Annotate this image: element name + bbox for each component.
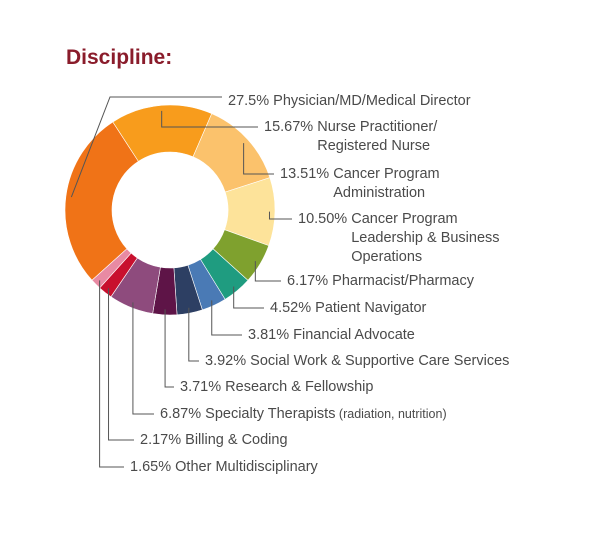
slice-name: Billing & Coding xyxy=(185,432,287,448)
leader-line xyxy=(268,211,292,220)
slice-name: Other Multidisciplinary xyxy=(175,459,318,475)
slice-label: 2.17% Billing & Coding xyxy=(140,432,288,448)
chart-title: Discipline: xyxy=(66,46,172,69)
slice-name: Specialty Therapists xyxy=(205,406,335,422)
leader-line xyxy=(188,307,199,362)
slice-label: 3.92% Social Work & Supportive Care Serv… xyxy=(205,353,509,369)
slice-label: 13.51% Cancer Program xyxy=(280,166,440,182)
leader-line xyxy=(211,300,242,336)
leader-line xyxy=(161,110,258,128)
slice-percent: 2.17% xyxy=(140,432,185,448)
donut-slice xyxy=(64,121,139,281)
leader-line xyxy=(243,143,274,175)
slice-label: 1.65% Other Multidisciplinary xyxy=(130,459,319,475)
slice-percent: 3.71% xyxy=(180,379,225,395)
slice-label: 6.87% Specialty Therapists (radiation, n… xyxy=(160,406,447,422)
slice-percent: 3.81% xyxy=(248,327,293,343)
leader-line xyxy=(70,96,222,198)
leader-line xyxy=(254,261,281,282)
slice-label: 3.71% Research & Fellowship xyxy=(180,379,373,395)
slice-percent: 27.5% xyxy=(228,93,273,109)
slice-name: Research & Fellowship xyxy=(225,379,373,395)
slice-label: 10.50% Cancer Program xyxy=(298,211,458,227)
slice-label: 6.17% Pharmacist/Pharmacy xyxy=(287,273,475,289)
slice-labels: 27.5% Physician/MD/Medical Director 15.67… xyxy=(130,93,509,475)
slice-name: Nurse Practitioner/ xyxy=(317,119,438,135)
leader-line xyxy=(99,280,124,468)
leader-line xyxy=(108,288,134,441)
slice-name-continued: Registered Nurse xyxy=(317,138,430,154)
slice-percent: 13.51% xyxy=(280,166,333,182)
slice-percent: 10.50% xyxy=(298,211,351,227)
leader-line xyxy=(164,309,174,388)
slice-name: Physician/MD/Medical Director xyxy=(273,93,471,109)
slice-percent: 4.52% xyxy=(270,300,315,316)
slice-percent: 6.87% xyxy=(160,406,205,422)
slice-name: Social Work & Supportive Care Services xyxy=(250,353,509,369)
slice-label: 27.5% Physician/MD/Medical Director xyxy=(228,93,471,109)
slice-percent: 6.17% xyxy=(287,273,332,289)
donut-slice xyxy=(91,248,132,289)
leader-lines xyxy=(70,96,292,468)
slice-name: Financial Advocate xyxy=(293,327,415,343)
leader-line xyxy=(233,286,264,309)
slice-label: 3.81% Financial Advocate xyxy=(248,327,415,343)
slice-name: Cancer Program xyxy=(351,211,457,227)
slice-label: 4.52% Patient Navigator xyxy=(270,300,427,316)
slice-percent: 15.67% xyxy=(264,119,317,135)
slice-name-continued: Administration xyxy=(333,185,425,201)
slice-name-continued: Leadership & Business xyxy=(351,230,499,246)
slice-name-continued: Operations xyxy=(351,249,422,265)
donut-slices xyxy=(64,104,276,316)
slice-percent: 3.92% xyxy=(205,353,250,369)
slice-percent: 1.65% xyxy=(130,459,175,475)
slice-name: Pharmacist/Pharmacy xyxy=(332,273,475,289)
slice-label: 15.67% Nurse Practitioner/ xyxy=(264,119,438,135)
slice-name: Patient Navigator xyxy=(315,300,426,316)
leader-line xyxy=(132,302,154,415)
slice-name: Cancer Program xyxy=(333,166,439,182)
slice-name-suffix: (radiation, nutrition) xyxy=(335,407,446,421)
